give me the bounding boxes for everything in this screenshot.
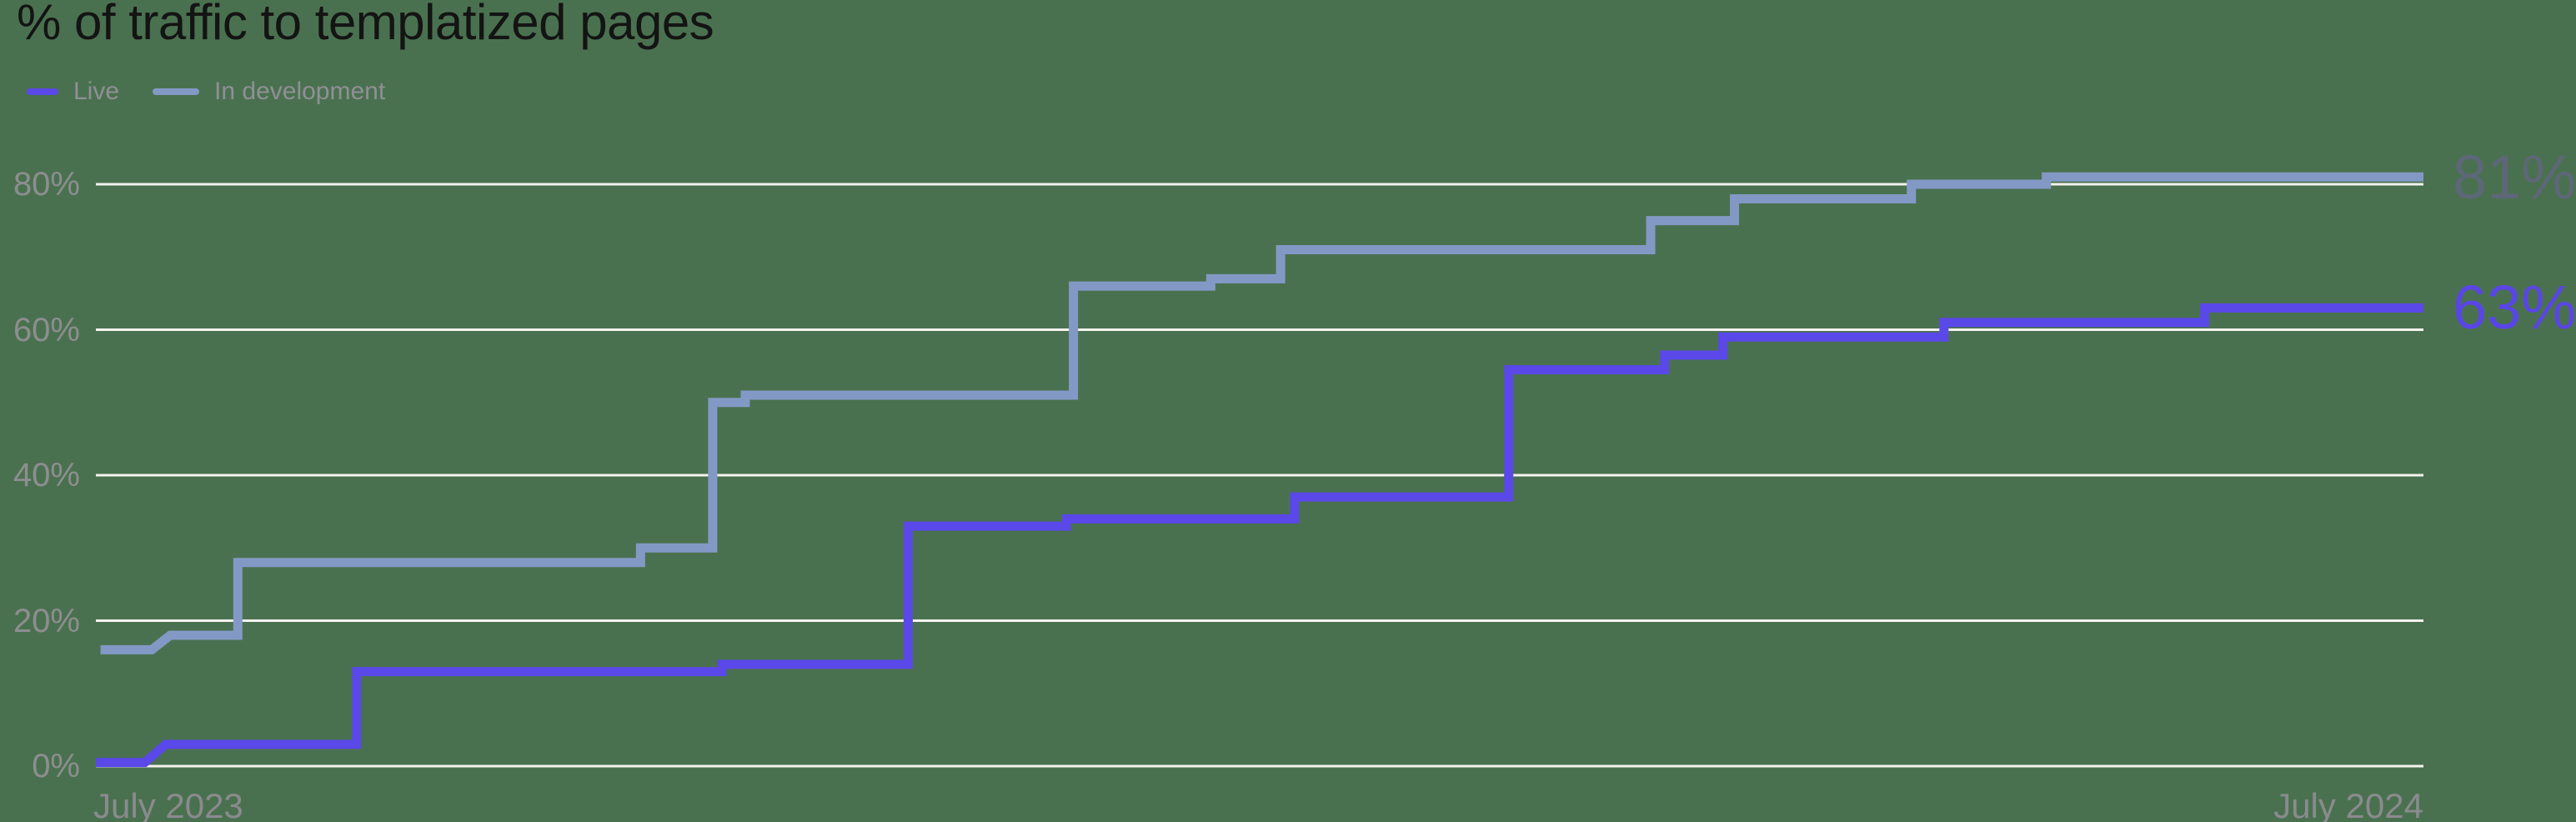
chart-title: % of traffic to templatized pages <box>17 0 714 50</box>
legend-label-live: Live <box>73 78 120 105</box>
y-tick-40: 40% <box>13 457 80 494</box>
in-development-swatch-icon <box>153 88 200 95</box>
gridlines <box>96 183 2423 768</box>
live-swatch-icon <box>27 88 58 95</box>
legend: Live In development <box>27 77 385 107</box>
y-tick-20: 20% <box>13 603 80 639</box>
y-tick-80: 80% <box>13 166 80 203</box>
legend-item-live: Live <box>27 78 119 106</box>
x-axis-label-end: July 2024 <box>2273 786 2423 822</box>
legend-item-in-development: In development <box>153 78 385 106</box>
live-line <box>96 303 2423 768</box>
y-tick-60: 60% <box>13 312 80 348</box>
legend-label-in-development: In development <box>214 78 386 105</box>
live-end-value: 63% <box>2453 273 2576 342</box>
in-development-end-value: 81% <box>2453 143 2576 212</box>
in-development-line <box>100 172 2423 654</box>
y-tick-0: 0% <box>32 748 80 784</box>
x-axis-label-start: July 2023 <box>93 786 243 822</box>
